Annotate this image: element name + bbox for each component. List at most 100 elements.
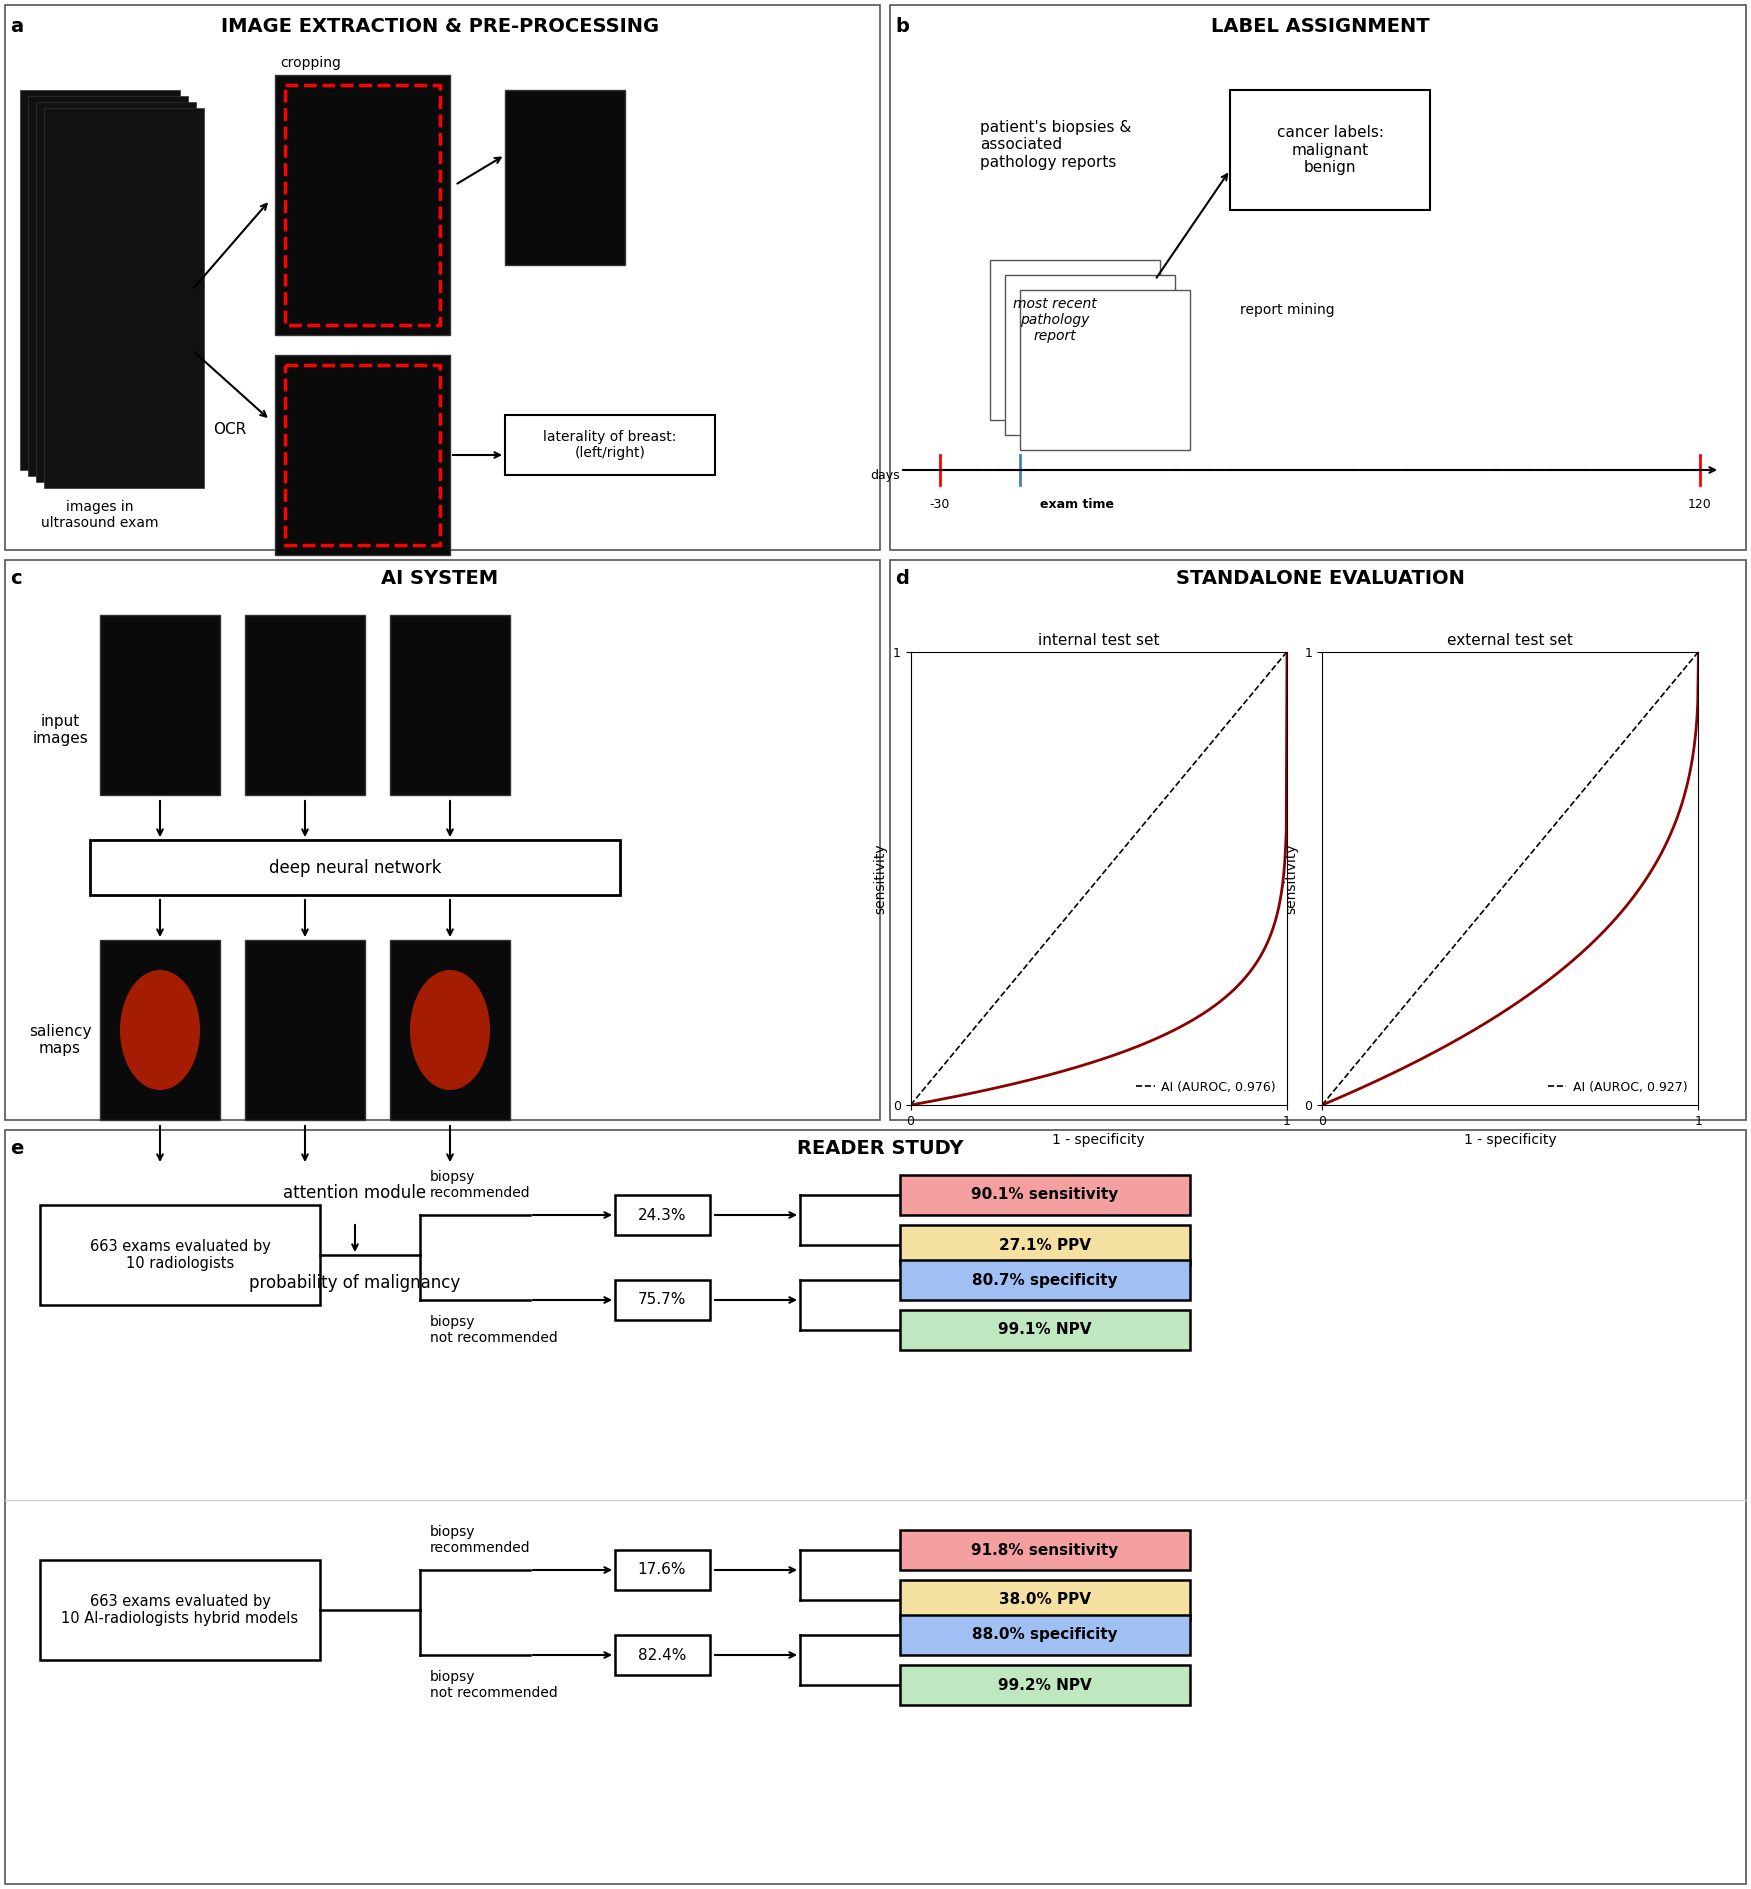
FancyBboxPatch shape (989, 261, 1159, 419)
Text: cancer labels:
malignant
benign: cancer labels: malignant benign (1276, 125, 1383, 176)
FancyBboxPatch shape (890, 559, 1746, 1120)
FancyBboxPatch shape (245, 941, 364, 1120)
Text: biopsy
not recommended: biopsy not recommended (431, 1670, 559, 1700)
Text: 663 exams evaluated by
10 AI-radiologists hybrid models: 663 exams evaluated by 10 AI-radiologist… (61, 1594, 299, 1626)
FancyBboxPatch shape (900, 1175, 1191, 1215)
Y-axis label: sensitivity: sensitivity (874, 842, 888, 914)
FancyBboxPatch shape (900, 1224, 1191, 1266)
FancyBboxPatch shape (890, 6, 1746, 43)
Text: biopsy
recommended: biopsy recommended (431, 1169, 531, 1200)
FancyBboxPatch shape (900, 1615, 1191, 1655)
Text: 663 exams evaluated by
10 radiologists: 663 exams evaluated by 10 radiologists (89, 1239, 270, 1271)
Ellipse shape (410, 969, 490, 1090)
Text: 80.7% specificity: 80.7% specificity (972, 1273, 1117, 1288)
FancyBboxPatch shape (390, 941, 510, 1120)
Text: patient's biopsies &
associated
pathology reports: patient's biopsies & associated patholog… (981, 121, 1131, 170)
X-axis label: 1 - specificity: 1 - specificity (1464, 1133, 1557, 1147)
FancyBboxPatch shape (89, 1254, 620, 1309)
Text: 99.1% NPV: 99.1% NPV (998, 1322, 1093, 1337)
FancyBboxPatch shape (89, 1166, 620, 1220)
Text: 88.0% specificity: 88.0% specificity (972, 1628, 1117, 1643)
FancyBboxPatch shape (5, 1130, 1746, 1167)
FancyBboxPatch shape (615, 1636, 709, 1676)
Ellipse shape (121, 969, 200, 1090)
Text: 24.3%: 24.3% (637, 1207, 686, 1222)
FancyBboxPatch shape (615, 1281, 709, 1320)
FancyBboxPatch shape (28, 96, 187, 476)
Text: IMAGE EXTRACTION & PRE-PROCESSING: IMAGE EXTRACTION & PRE-PROCESSING (221, 17, 658, 36)
Text: 27.1% PPV: 27.1% PPV (1000, 1237, 1091, 1252)
Text: biopsy
not recommended: biopsy not recommended (431, 1315, 559, 1345)
Text: c: c (11, 569, 21, 589)
FancyBboxPatch shape (5, 6, 881, 550)
Text: -30: -30 (930, 499, 951, 512)
FancyBboxPatch shape (900, 1530, 1191, 1570)
FancyBboxPatch shape (37, 102, 196, 482)
FancyBboxPatch shape (5, 6, 881, 43)
Text: d: d (895, 569, 909, 589)
Text: 90.1% sensitivity: 90.1% sensitivity (972, 1188, 1119, 1203)
FancyBboxPatch shape (900, 1309, 1191, 1351)
Text: b: b (895, 17, 909, 36)
Text: LABEL ASSIGNMENT: LABEL ASSIGNMENT (1210, 17, 1429, 36)
Text: report mining: report mining (1240, 302, 1334, 317)
Text: cropping: cropping (280, 57, 341, 70)
FancyBboxPatch shape (245, 616, 364, 795)
FancyBboxPatch shape (1005, 276, 1175, 434)
Text: e: e (11, 1139, 23, 1158)
Text: 17.6%: 17.6% (637, 1562, 686, 1577)
Text: laterality of breast:
(left/right): laterality of breast: (left/right) (543, 431, 676, 461)
Text: input
images: input images (32, 714, 88, 746)
FancyBboxPatch shape (275, 355, 450, 555)
FancyBboxPatch shape (44, 108, 205, 487)
FancyBboxPatch shape (890, 6, 1746, 550)
Legend: AI (AUROC, 0.927): AI (AUROC, 0.927) (1543, 1077, 1691, 1099)
Y-axis label: sensitivity: sensitivity (1285, 842, 1299, 914)
FancyBboxPatch shape (504, 416, 714, 474)
Text: AI SYSTEM: AI SYSTEM (382, 569, 499, 589)
FancyBboxPatch shape (5, 1130, 1746, 1883)
FancyBboxPatch shape (5, 559, 881, 599)
Text: most recent
pathology
report: most recent pathology report (1014, 297, 1096, 344)
Text: saliency
maps: saliency maps (28, 1024, 91, 1056)
Text: OCR: OCR (214, 423, 247, 438)
FancyBboxPatch shape (40, 1205, 320, 1305)
Text: STANDALONE EVALUATION: STANDALONE EVALUATION (1175, 569, 1464, 589)
FancyBboxPatch shape (900, 1260, 1191, 1300)
Text: deep neural network: deep neural network (268, 859, 441, 876)
FancyBboxPatch shape (5, 559, 881, 1120)
Text: probability of malignancy: probability of malignancy (249, 1273, 461, 1292)
FancyBboxPatch shape (100, 616, 221, 795)
FancyBboxPatch shape (89, 841, 620, 895)
Text: days: days (870, 468, 900, 482)
Text: images in
ultrasound exam: images in ultrasound exam (42, 501, 159, 531)
FancyBboxPatch shape (504, 91, 625, 264)
FancyBboxPatch shape (615, 1551, 709, 1591)
Text: 82.4%: 82.4% (637, 1647, 686, 1662)
Text: 99.2% NPV: 99.2% NPV (998, 1677, 1093, 1693)
FancyBboxPatch shape (615, 1196, 709, 1235)
Title: external test set: external test set (1448, 633, 1572, 648)
FancyBboxPatch shape (19, 91, 180, 470)
Legend: AI (AUROC, 0.976): AI (AUROC, 0.976) (1131, 1077, 1280, 1099)
FancyBboxPatch shape (890, 559, 1746, 599)
FancyBboxPatch shape (1229, 91, 1431, 210)
Title: internal test set: internal test set (1038, 633, 1159, 648)
FancyBboxPatch shape (390, 616, 510, 795)
Text: a: a (11, 17, 23, 36)
FancyBboxPatch shape (275, 76, 450, 334)
Text: READER STUDY: READER STUDY (797, 1139, 963, 1158)
Text: biopsy
recommended: biopsy recommended (431, 1524, 531, 1555)
FancyBboxPatch shape (900, 1664, 1191, 1706)
X-axis label: 1 - specificity: 1 - specificity (1052, 1133, 1145, 1147)
Text: 91.8% sensitivity: 91.8% sensitivity (972, 1543, 1119, 1558)
Text: attention module: attention module (284, 1184, 427, 1201)
FancyBboxPatch shape (1021, 291, 1191, 450)
Text: exam time: exam time (1040, 499, 1114, 512)
Text: 38.0% PPV: 38.0% PPV (1000, 1592, 1091, 1608)
Text: 75.7%: 75.7% (637, 1292, 686, 1307)
Text: 120: 120 (1688, 499, 1712, 512)
FancyBboxPatch shape (100, 941, 221, 1120)
FancyBboxPatch shape (900, 1579, 1191, 1621)
FancyBboxPatch shape (40, 1560, 320, 1660)
